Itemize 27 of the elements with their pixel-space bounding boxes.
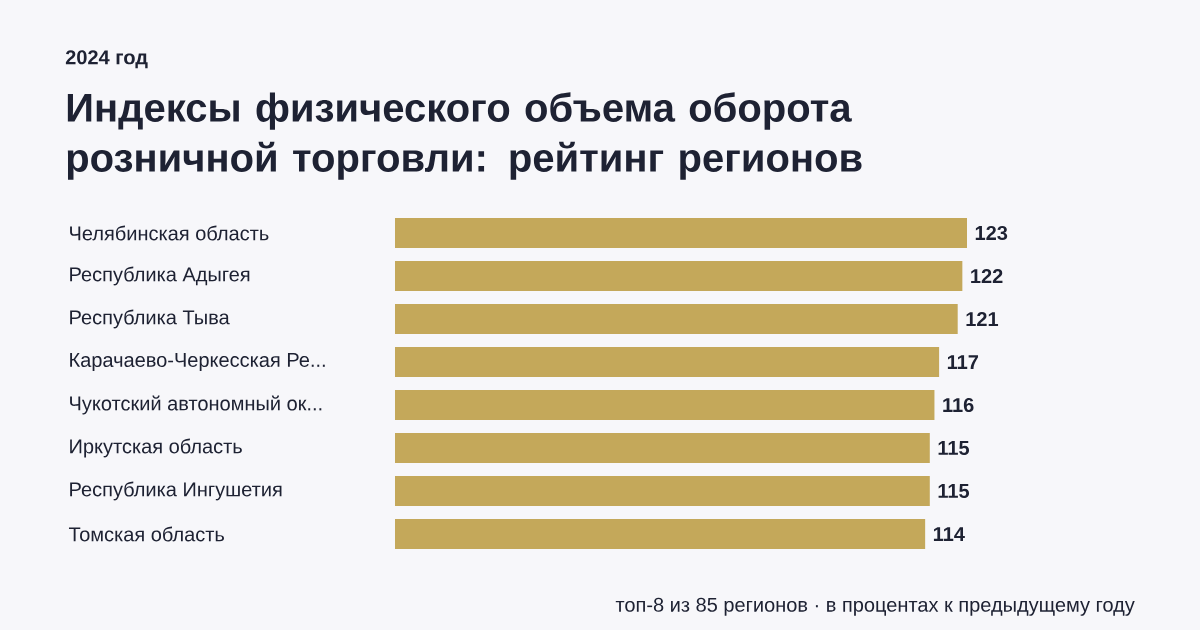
data-label: 117 — [947, 355, 979, 369]
y-tick-label: Чукотский автономный ок... — [70, 395, 322, 415]
bar — [395, 218, 967, 249]
y-tick-label: Карачаево-Черкесская Ре... — [70, 353, 325, 371]
y-tick-label: Иркутская область — [70, 438, 242, 458]
data-label: 123 — [975, 225, 1008, 241]
chart-title: Индексы физического объема оборота розничной торговли: рейтинг регионов — [67, 92, 862, 180]
y-tick-label: Республика Ингушетия — [70, 481, 282, 501]
bar — [395, 304, 958, 335]
y-tick-label: Томская область — [68, 526, 225, 542]
y-tick-label: Республика Тыва — [70, 309, 230, 329]
data-label: 115 — [938, 484, 970, 498]
bar — [395, 390, 935, 420]
data-label: 122 — [971, 269, 1003, 283]
bar — [395, 347, 940, 377]
bar — [395, 476, 930, 506]
text: топ-8 из 85 регионов · в процентах к предыдущему году — [615, 597, 1135, 616]
text: 2024 год — [65, 50, 148, 69]
bar — [395, 261, 963, 292]
data-label: 121 — [966, 312, 999, 326]
data-label: 115 — [938, 441, 970, 455]
bar — [395, 433, 930, 463]
bar — [395, 519, 926, 549]
y-tick-label: Республика Адыгея — [70, 266, 250, 286]
data-label: 116 — [943, 397, 974, 413]
data-label: 114 — [933, 527, 965, 541]
y-tick-label: Челябинская область — [70, 225, 269, 241]
